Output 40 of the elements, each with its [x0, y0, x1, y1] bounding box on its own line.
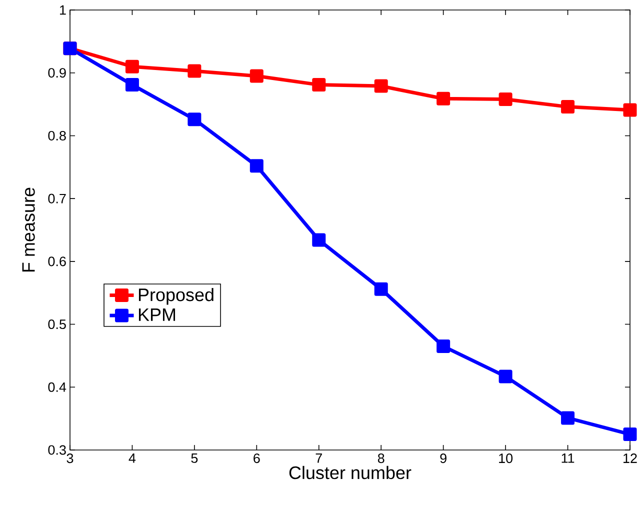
point — [312, 233, 326, 247]
y-tick-label: 0.3 — [48, 445, 66, 455]
point — [125, 78, 139, 92]
point — [623, 103, 637, 117]
x-tick-label: 12 — [624, 454, 637, 463]
point — [436, 340, 450, 354]
x-axis-title: Cluster number — [289, 466, 412, 480]
x-tick-label: 11 — [562, 454, 574, 463]
y-tick-label: 0.5 — [48, 320, 66, 330]
y-tick-label: 0.9 — [48, 68, 66, 78]
point — [312, 78, 326, 92]
y-tick-label: 0.4 — [48, 382, 66, 392]
y-tick-label: 1 — [60, 5, 66, 15]
point — [498, 92, 512, 106]
x-tick-label: 5 — [191, 454, 198, 463]
x-tick-label: 7 — [316, 454, 322, 463]
x-tick-label: 4 — [128, 454, 136, 463]
point — [188, 112, 202, 126]
point — [125, 60, 139, 74]
legend-label: KPM — [138, 308, 176, 321]
point — [250, 159, 264, 173]
point — [436, 92, 450, 106]
x-tick-label: 3 — [66, 454, 74, 464]
x-tick-label: 9 — [440, 454, 446, 464]
point — [498, 370, 512, 384]
y-axis-title: F measure — [22, 188, 35, 272]
x-tick-label: 10 — [499, 454, 513, 464]
y-tick-label: 0.7 — [48, 194, 66, 204]
point — [250, 69, 264, 83]
point — [561, 100, 575, 114]
point — [374, 282, 388, 296]
x-tick-label: 6 — [254, 454, 260, 464]
point — [374, 79, 388, 93]
y-tick-label: 0.8 — [48, 130, 66, 140]
point — [623, 428, 637, 442]
legend-label: Proposed — [138, 288, 214, 305]
point — [188, 64, 202, 78]
x-tick-label: 8 — [378, 454, 384, 464]
point — [561, 411, 575, 425]
y-tick-label: 0.6 — [48, 256, 66, 266]
